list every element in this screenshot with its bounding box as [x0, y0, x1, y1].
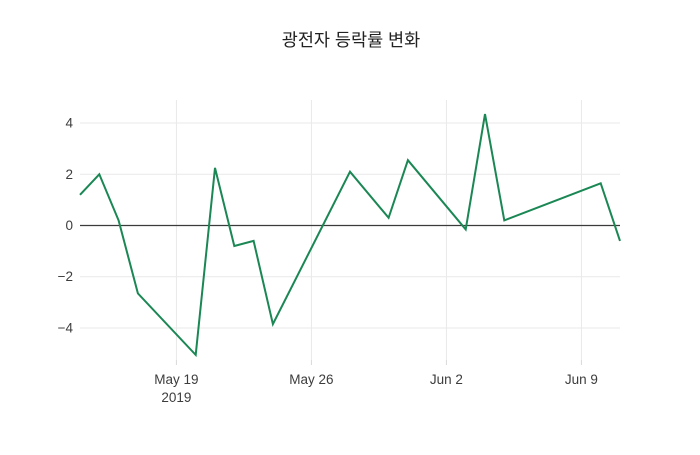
x-tick-label: Jun 9 — [565, 372, 598, 387]
y-tick-labels: 4 2 0 −2 −4 — [58, 116, 74, 336]
series-lines — [79, 113, 621, 358]
y-tick-label: 4 — [65, 116, 73, 131]
y-tick-label: 2 — [65, 167, 73, 182]
x-tick-label: May 26 — [289, 372, 333, 387]
chart-title: 광전자 등락률 변화 — [282, 30, 421, 50]
x-tick-labels: May 19 2019 May 26 Jun 2 Jun 9 — [154, 372, 598, 405]
x-tick-marks — [175, 360, 582, 365]
vertical-gridlines — [175, 100, 582, 360]
y-tick-label: −4 — [58, 320, 74, 335]
y-tick-label: 0 — [65, 218, 73, 233]
x-tick-sublabel: 2019 — [161, 390, 191, 405]
x-tick-label: Jun 2 — [430, 372, 463, 387]
x-tick-label: May 19 — [154, 372, 198, 387]
series-line — [79, 113, 621, 358]
y-tick-label: −2 — [58, 269, 73, 284]
